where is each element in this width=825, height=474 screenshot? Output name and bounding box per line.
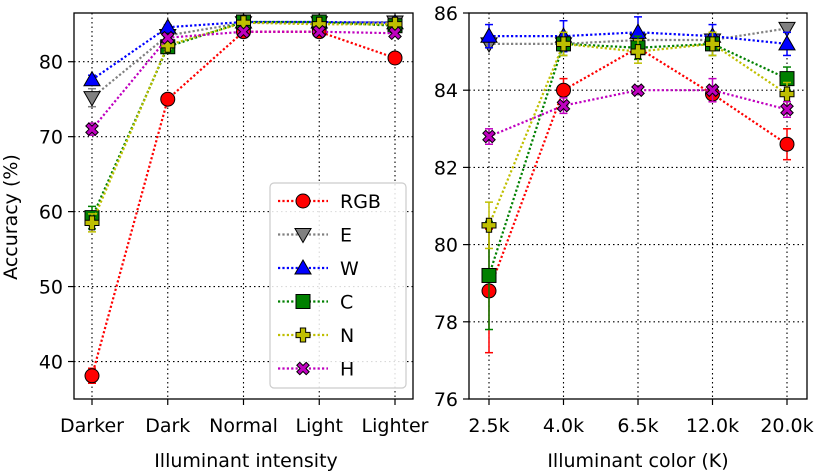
data-point-h	[388, 26, 402, 41]
legend-label: C	[340, 292, 353, 314]
data-point-h	[556, 98, 571, 113]
data-point-h	[85, 122, 99, 137]
legend-label: H	[340, 359, 354, 381]
legend-label: W	[340, 258, 359, 280]
data-point-rgb	[556, 82, 571, 98]
series-line-c	[487, 42, 788, 276]
data-point-h	[312, 24, 327, 39]
legend-entry-h: H	[278, 359, 354, 381]
y-tick-label: 86	[434, 3, 458, 25]
x-axis-label-intensity: Illuminant intensity	[154, 450, 338, 472]
series-line-n	[90, 21, 395, 224]
data-point-rgb	[160, 91, 176, 107]
chart-panel-intensity: Accuracy (%) Illuminant intensity Darker…	[0, 12, 429, 472]
data-point-h	[482, 129, 496, 144]
data-point-w	[778, 34, 796, 51]
legend-label: RGB	[340, 191, 381, 213]
x-tick-label: 20.0k	[760, 415, 813, 437]
series-line-h	[91, 30, 396, 130]
legend-marker	[294, 258, 312, 275]
x-tick-label: Dark	[145, 415, 190, 437]
series-h	[482, 77, 794, 145]
legend-marker	[296, 361, 310, 376]
y-tick-label: 50	[39, 277, 63, 299]
y-tick-label: 82	[434, 157, 458, 179]
series-line-e	[489, 27, 788, 45]
x-tick-label: 2.5k	[468, 415, 509, 437]
series-h	[85, 24, 402, 137]
data-point-rgb	[387, 50, 403, 66]
x-tick-label: 12.0k	[686, 415, 739, 437]
series-w	[480, 16, 796, 57]
series-line-n	[487, 42, 788, 226]
legend-marker	[294, 227, 312, 244]
x-tick-label: 4.0k	[543, 415, 584, 437]
legend-marker	[295, 327, 311, 343]
data-point-c	[481, 267, 497, 283]
y-tick-label: 40	[39, 352, 63, 374]
x-tick-label: Darker	[60, 415, 124, 437]
legend-entry-n: N	[278, 325, 354, 347]
legend-entry-c: C	[278, 292, 353, 314]
data-point-w	[480, 27, 498, 43]
data-point-n	[705, 36, 720, 52]
series-line-rgb	[487, 46, 788, 292]
data-point-w	[158, 18, 177, 34]
data-point-h	[780, 102, 794, 117]
legend-label: N	[340, 325, 354, 347]
legend-marker	[295, 193, 311, 209]
data-point-h	[705, 83, 720, 98]
legend-entry-e: E	[278, 225, 352, 247]
data-point-rgb	[779, 136, 795, 152]
y-tick-label: 80	[39, 52, 63, 74]
data-point-e	[83, 91, 101, 107]
series-line-h	[488, 89, 788, 138]
y-tick-label: 60	[39, 202, 63, 224]
x-tick-label: Lighter	[362, 415, 429, 437]
y-axis-label: Accuracy (%)	[0, 154, 22, 280]
data-point-n	[556, 36, 571, 52]
data-point-h	[236, 24, 251, 39]
data-point-n	[630, 44, 646, 60]
y-tick-label: 76	[434, 389, 458, 411]
plot-frame	[468, 12, 808, 400]
y-tick-label: 80	[434, 235, 458, 257]
data-point-rgb	[84, 368, 100, 384]
data-point-n	[779, 86, 795, 102]
data-point-h	[631, 83, 645, 98]
data-point-w	[83, 70, 101, 87]
legend-marker	[295, 294, 311, 309]
data-point-n	[84, 215, 100, 231]
data-point-n	[481, 217, 497, 233]
y-tick-label: 70	[39, 127, 63, 149]
x-tick-label: Normal	[209, 415, 278, 437]
x-tick-label: Light	[296, 415, 343, 437]
data-point-e	[778, 21, 796, 38]
data-point-h	[160, 30, 175, 45]
legend-box	[269, 182, 407, 389]
chart-panel-color: Illuminant color (K) 2.5k 4.0k 6.5k 12.0k 20…	[434, 3, 814, 472]
y-tick-label: 78	[434, 312, 458, 334]
y-tick-label: 84	[434, 80, 458, 102]
legend-entry-w: W	[278, 258, 359, 280]
legend-entry-rgb: RGB	[278, 191, 381, 213]
x-tick-label: 6.5k	[617, 415, 658, 437]
series-n	[481, 31, 795, 250]
grid	[469, 12, 807, 400]
series-line-w	[489, 31, 788, 45]
x-axis-label-color: Illuminant color (K)	[547, 450, 728, 472]
legend-label: E	[340, 225, 352, 247]
